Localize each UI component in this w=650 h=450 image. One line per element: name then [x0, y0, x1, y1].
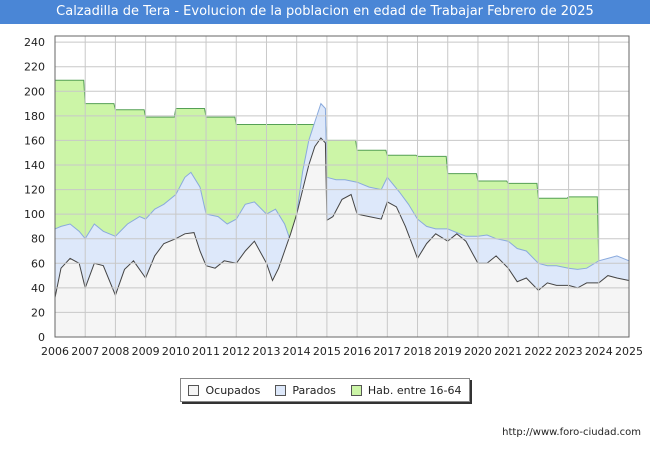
source-link[interactable]: http://www.foro-ciudad.com — [502, 427, 641, 438]
x-tick-label: 2007 — [71, 345, 99, 358]
y-tick-label: 180 — [24, 110, 45, 123]
y-tick-label: 160 — [24, 134, 45, 147]
y-tick-label: 20 — [31, 306, 45, 319]
y-tick-label: 80 — [31, 233, 45, 246]
y-tick-label: 140 — [24, 159, 45, 172]
legend-label-hab: Hab. entre 16-64 — [367, 383, 462, 397]
legend-item-hab: Hab. entre 16-64 — [350, 383, 462, 397]
x-tick-label: 2018 — [404, 345, 432, 358]
legend-label-parados: Parados — [292, 383, 336, 397]
y-tick-label: 220 — [24, 61, 45, 74]
chart-title: Calzadilla de Tera - Evolucion de la pob… — [0, 0, 650, 24]
y-tick-label: 120 — [24, 184, 45, 197]
x-tick-label: 2012 — [222, 345, 250, 358]
legend-swatch-hab — [350, 384, 362, 396]
y-tick-label: 0 — [38, 331, 45, 344]
y-tick-label: 40 — [31, 282, 45, 295]
x-tick-label: 2020 — [464, 345, 492, 358]
y-tick-label: 240 — [24, 36, 45, 49]
x-tick-label: 2011 — [192, 345, 220, 358]
x-tick-label: 2023 — [555, 345, 583, 358]
y-tick-label: 200 — [24, 85, 45, 98]
legend-swatch-parados — [275, 384, 287, 396]
legend-item-parados: Parados — [275, 384, 336, 397]
x-tick-label: 2022 — [524, 345, 552, 358]
x-tick-label: 2015 — [313, 345, 341, 358]
x-tick-label: 2021 — [494, 345, 522, 358]
series-area-ocupados — [55, 138, 629, 337]
x-tick-label: 2010 — [162, 345, 190, 358]
legend-item-ocupados: Ocupados — [188, 384, 260, 397]
x-tick-label: 2025 — [615, 345, 643, 358]
legend-label-ocupados: Ocupados — [205, 383, 261, 397]
x-tick-label: 2016 — [343, 345, 371, 358]
x-tick-label: 2008 — [101, 345, 129, 358]
x-tick-label: 2017 — [373, 345, 401, 358]
x-tick-label: 2014 — [283, 345, 311, 358]
x-tick-label: 2019 — [434, 345, 462, 358]
x-tick-label: 2013 — [252, 345, 280, 358]
legend-swatch-ocupados — [188, 384, 200, 396]
y-tick-label: 100 — [24, 208, 45, 221]
y-tick-label: 60 — [31, 257, 45, 270]
legend: Ocupados Parados Hab. entre 16-64 — [180, 378, 470, 402]
plot-frame — [54, 35, 630, 338]
x-tick-label: 2006 — [41, 345, 69, 358]
x-tick-label: 2009 — [132, 345, 160, 358]
x-tick-label: 2024 — [585, 345, 613, 358]
